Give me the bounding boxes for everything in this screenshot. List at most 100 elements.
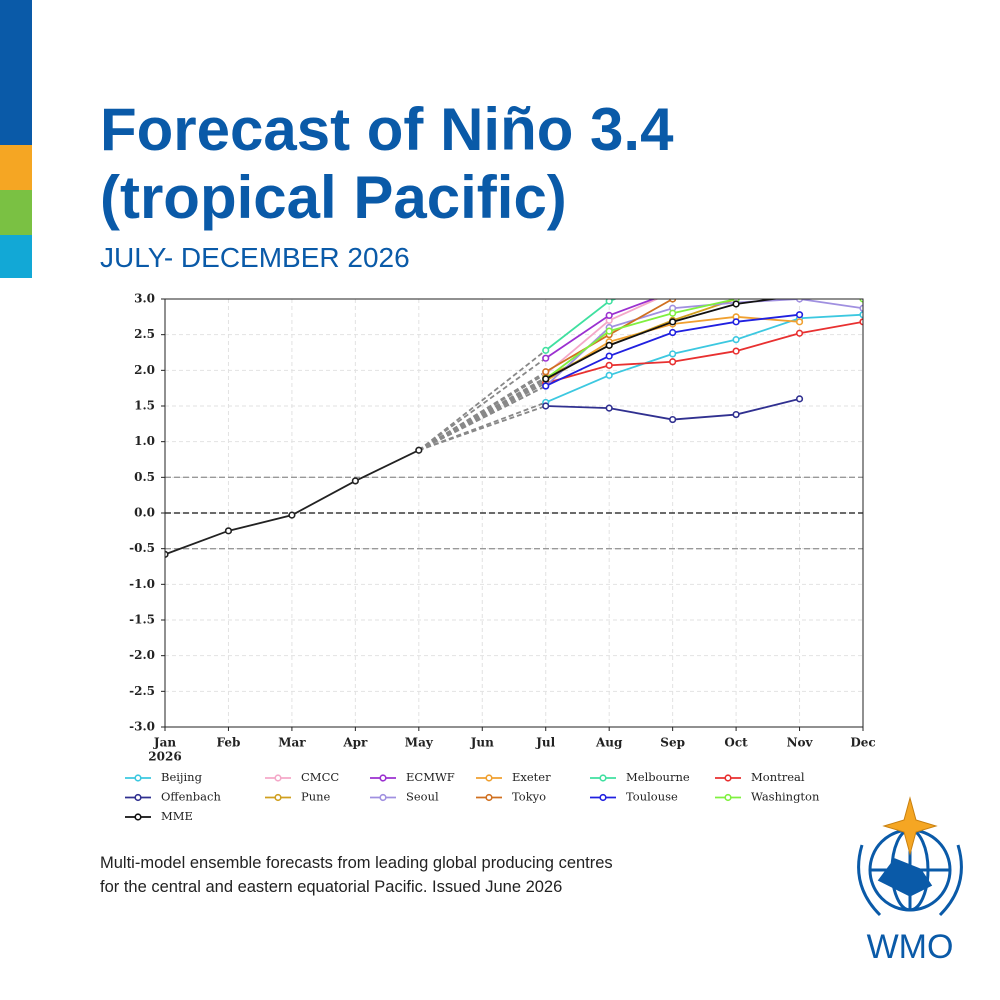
plot-frame <box>164 298 864 728</box>
legend-marker <box>724 774 732 782</box>
x-tick-label: Sep <box>660 736 685 750</box>
series-line <box>545 299 618 352</box>
series-marker <box>415 446 423 454</box>
y-tick-label: -0.5 <box>129 541 155 555</box>
series-marker <box>542 346 550 354</box>
legend-marker <box>485 793 493 802</box>
series-marker <box>288 511 296 519</box>
x-tick-label: Feb <box>217 736 241 750</box>
legend-marker <box>134 813 142 821</box>
series-marker <box>224 527 233 535</box>
legend-label: MME <box>161 809 193 823</box>
color-strip <box>0 0 32 145</box>
y-tick-label: -2.5 <box>129 684 155 698</box>
series-marker <box>860 264 866 270</box>
x-tick-label: Nov <box>787 736 814 750</box>
legend-marker <box>724 793 732 802</box>
series-marker <box>605 341 613 349</box>
series-marker <box>669 328 677 337</box>
series-marker <box>859 311 863 319</box>
legend-label: Exeter <box>512 770 551 784</box>
series-marker <box>605 352 613 360</box>
series-marker <box>669 415 677 424</box>
legend-label: Toulouse <box>626 790 678 804</box>
connector <box>418 405 547 452</box>
series-marker <box>542 375 550 383</box>
series-marker <box>669 318 677 326</box>
series-marker <box>605 371 613 379</box>
color-strip <box>0 235 32 278</box>
y-tick-label: -2.0 <box>129 648 155 662</box>
legend-marker <box>274 793 282 802</box>
series-marker <box>797 271 803 277</box>
legend-label: CMCC <box>301 770 339 784</box>
series-marker <box>732 336 740 344</box>
y-tick-label: -1.0 <box>129 577 155 591</box>
series-marker <box>860 246 866 252</box>
legend-label: Montreal <box>751 770 805 784</box>
y-tick-label: 0.5 <box>134 470 155 484</box>
series-marker <box>860 275 866 281</box>
footnote: for the central and eastern equatorial P… <box>100 878 562 896</box>
series-marker <box>542 382 550 390</box>
legend-marker <box>379 774 387 782</box>
series-marker <box>795 318 804 326</box>
connectors <box>418 349 547 452</box>
x-tick-label: Aug <box>595 736 623 750</box>
x-tick-label: May <box>405 736 434 750</box>
series-marker <box>797 253 803 259</box>
legend-marker <box>274 774 282 782</box>
series-marker <box>797 282 803 288</box>
series-marker <box>795 311 804 319</box>
connector <box>418 370 547 451</box>
series-line <box>545 320 863 385</box>
legend-label: Beijing <box>161 770 203 784</box>
series-marker <box>733 268 739 274</box>
series-marker <box>732 318 740 326</box>
legend-label: Seoul <box>406 790 439 804</box>
x-tick-label: Mar <box>278 736 306 750</box>
legend-marker <box>599 774 607 782</box>
series-marker <box>670 289 676 295</box>
legend-marker <box>599 793 607 802</box>
x-tick-label: Jul <box>535 736 555 750</box>
series-marker <box>797 261 803 267</box>
series-marker <box>670 289 676 295</box>
series-line <box>545 313 863 404</box>
wmo-star <box>882 796 938 856</box>
x-tick-label: Apr <box>342 736 368 750</box>
y-tick-label: 1.0 <box>134 434 155 448</box>
logo-text: WMO <box>867 928 954 966</box>
color-strip <box>0 190 32 235</box>
y-tick-label: 0.0 <box>134 506 155 520</box>
series-marker <box>605 299 613 305</box>
title: (tropical Pacific) <box>100 164 567 231</box>
series-marker <box>799 299 801 300</box>
series-marker <box>605 311 613 320</box>
series-marker <box>860 239 866 245</box>
series-marker <box>670 275 676 281</box>
series-marker <box>797 253 803 259</box>
series-marker <box>732 347 740 355</box>
chart: 3.0 2.5 2.0 1.5 1.0 0.5 0.0 -0.5 -1.0 -1.5 -2.0 -2.… <box>125 239 876 823</box>
x-tick-label: Jan <box>153 736 176 750</box>
series-marker <box>669 309 677 317</box>
x-tick-label: Jun <box>470 736 494 750</box>
series-marker <box>732 410 740 419</box>
legend-label: ECMWF <box>406 770 455 784</box>
series-marker <box>859 304 863 312</box>
plot-series <box>165 239 866 558</box>
footnote: Multi-model ensemble forecasts from lead… <box>100 854 613 872</box>
legend-label: Tokyo <box>512 790 546 804</box>
series-marker <box>605 361 613 369</box>
title: Forecast of Niño 3.4 <box>100 96 674 163</box>
series-marker <box>860 253 866 259</box>
legend-marker <box>134 774 142 782</box>
series-marker <box>605 404 613 412</box>
series-marker <box>733 261 739 267</box>
legend-label: Offenbach <box>161 790 221 804</box>
series-marker <box>733 275 739 281</box>
x-tick-label: Dec <box>850 736 875 750</box>
subtitle: JULY- DECEMBER 2026 <box>100 242 410 273</box>
